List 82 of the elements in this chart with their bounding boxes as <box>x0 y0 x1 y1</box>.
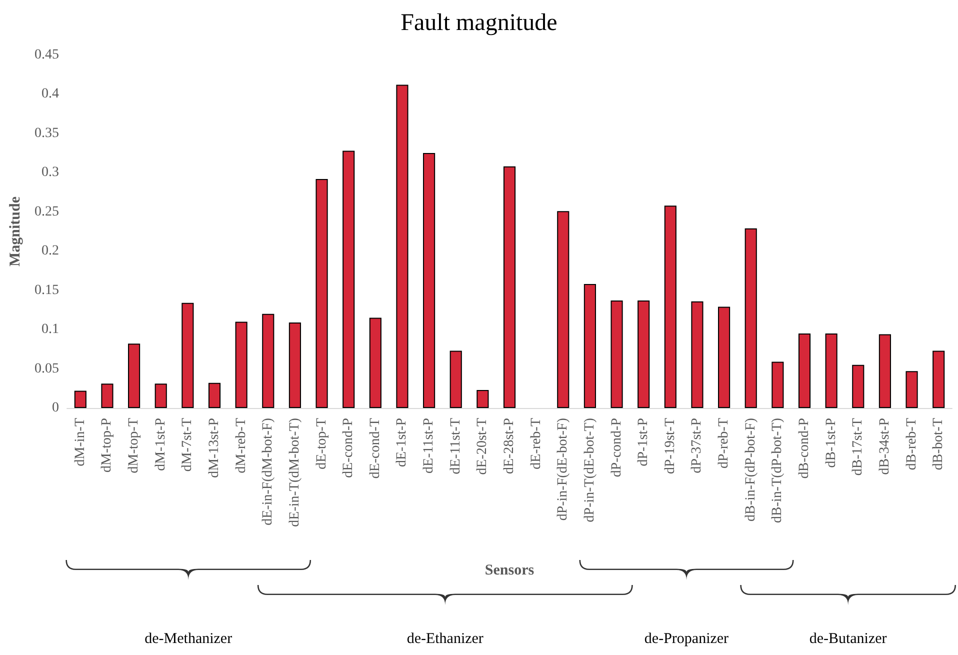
x-tick-label: dB-cond-P <box>797 418 812 479</box>
x-tick-label: dM-reb-T <box>234 418 249 474</box>
bar <box>906 371 918 408</box>
x-tick-label: dE-in-F(dM-bot-F) <box>260 418 276 526</box>
x-tick-label: dP-in-F(dE-bot-F) <box>556 418 571 521</box>
bar <box>638 300 650 408</box>
chart-title: Fault magnitude <box>400 10 558 36</box>
y-tick-label: 0.15 <box>34 282 59 298</box>
x-tick-label: dP-cond-P <box>609 418 624 478</box>
bar <box>262 314 274 408</box>
bar <box>450 350 462 408</box>
bar <box>316 178 328 408</box>
bar <box>584 284 596 408</box>
x-tick-label: dB-reb-T <box>904 418 920 470</box>
x-tick-label: dP-reb-T <box>716 418 732 469</box>
y-tick-label: 0.2 <box>42 244 59 259</box>
x-tick-label: dM-top-T <box>126 418 142 474</box>
x-tick-label: dB-in-F(dP-bot-F) <box>743 418 758 522</box>
x-tick-label: dE-in-T(dM-bot-T) <box>287 418 302 527</box>
x-tick-label: dE-cond-P <box>341 418 356 478</box>
y-tick-label: 0.35 <box>34 126 59 141</box>
x-tick-label: dE-28st-P <box>502 418 517 474</box>
bar <box>235 322 248 408</box>
x-tick-label: dE-top-T <box>314 418 330 470</box>
x-tick-label: dM-13st-P <box>207 418 222 478</box>
bar <box>691 301 704 408</box>
x-tick-label: dP-19st-T <box>662 418 678 474</box>
text: de-Butanizer <box>809 631 887 647</box>
x-tick-label: dE-20st-T <box>475 418 490 475</box>
y-tick-label: 0.1 <box>42 322 59 338</box>
bar <box>878 334 891 408</box>
bar <box>182 302 194 408</box>
bar <box>664 206 676 408</box>
bar <box>476 390 489 408</box>
bar <box>503 166 516 408</box>
y-tick-label: 0 <box>52 400 59 416</box>
x-tick-label: dE-11st-T <box>448 418 464 474</box>
x-tick-label: dM-1st-P <box>153 418 168 471</box>
x-tick-label: dE-reb-T <box>528 418 544 470</box>
bar <box>932 350 945 408</box>
x-tick-label: dE-1st-P <box>394 418 410 467</box>
bar <box>718 306 730 408</box>
y-tick-label: 0.4 <box>42 86 59 102</box>
y-tick-label: 0.25 <box>34 204 59 220</box>
bar <box>852 364 864 408</box>
x-tick-label: dE-11st-P <box>422 418 437 474</box>
x-tick-label: dB-bot-T <box>931 418 946 470</box>
x-axis-title: Sensors <box>484 562 534 578</box>
x-tick-label: dB-in-T(dP-bot-T) <box>770 418 786 523</box>
bar <box>342 150 355 408</box>
bar <box>208 382 221 408</box>
bar <box>128 344 140 408</box>
bar <box>288 322 301 408</box>
x-tick-label: dP-1st-P <box>636 418 652 466</box>
x-tick-label: dM-top-P <box>100 418 115 472</box>
bar <box>369 318 382 408</box>
bar <box>557 211 570 408</box>
text: de-Propanizer <box>644 631 729 647</box>
x-tick-label: dP-37st-P <box>690 418 705 474</box>
bar <box>744 228 757 408</box>
y-tick-label: 0.3 <box>42 165 59 180</box>
text: de-Ethanizer <box>406 631 484 647</box>
x-tick-label: dM-in-T <box>72 418 88 466</box>
y-axis-title: Magnitude <box>8 196 24 267</box>
bar <box>74 390 86 408</box>
bar <box>610 300 623 408</box>
bar <box>154 384 167 408</box>
bar <box>825 333 838 408</box>
text: de-Methanizer <box>144 631 232 647</box>
x-tick-label: dB-17st-T <box>850 418 866 476</box>
x-tick-label: dM-7st-T <box>180 418 196 472</box>
y-tick-label: 0.45 <box>34 48 59 62</box>
y-tick-label: 0.05 <box>34 361 59 376</box>
bar <box>772 362 784 408</box>
x-tick-label: dB-1st-P <box>824 418 839 468</box>
x-tick-label: dP-in-T(dE-bot-T) <box>582 418 598 522</box>
x-tick-label: dE-cond-T <box>368 418 383 479</box>
bar <box>798 333 811 408</box>
bar <box>396 84 408 408</box>
x-tick-label: dB-34st-P <box>877 418 892 475</box>
bar <box>423 153 436 408</box>
bar <box>101 384 114 408</box>
